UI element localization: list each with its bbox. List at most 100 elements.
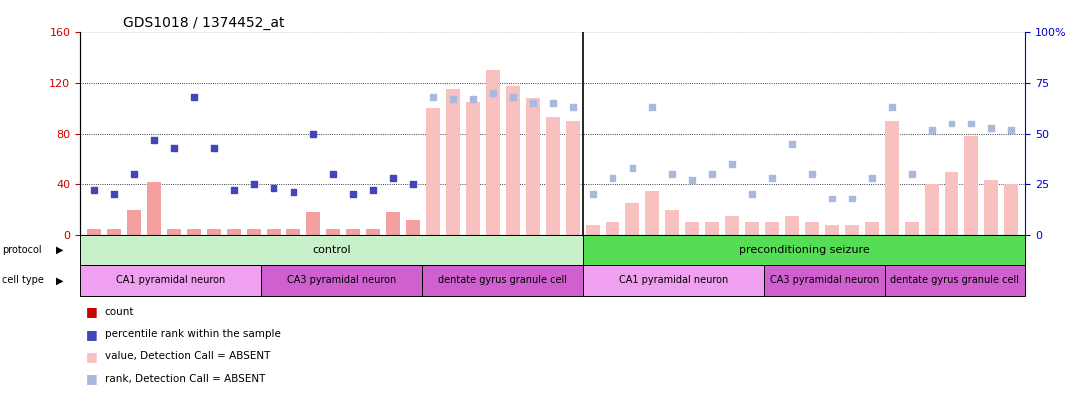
Point: [704, 171, 721, 177]
Point: [784, 141, 801, 147]
Text: GDS1018 / 1374452_at: GDS1018 / 1374452_at: [123, 16, 284, 30]
Bar: [884, 121, 898, 235]
Point: [524, 100, 541, 107]
Bar: [387, 212, 400, 235]
Point: [923, 126, 940, 133]
Text: preconditioning seizure: preconditioning seizure: [739, 245, 869, 255]
Bar: [88, 228, 101, 235]
Point: [285, 189, 302, 196]
Point: [943, 120, 960, 127]
Text: dentate gyrus granule cell: dentate gyrus granule cell: [891, 275, 1019, 286]
Text: protocol: protocol: [2, 245, 42, 255]
Point: [863, 175, 880, 181]
Point: [245, 181, 262, 188]
Text: CA3 pyramidal neuron: CA3 pyramidal neuron: [770, 275, 879, 286]
Point: [405, 181, 422, 188]
Point: [484, 90, 501, 96]
Bar: [346, 228, 360, 235]
Bar: [127, 210, 141, 235]
Point: [844, 195, 861, 202]
Bar: [865, 222, 879, 235]
Point: [265, 185, 282, 192]
Bar: [307, 212, 320, 235]
Point: [345, 191, 362, 198]
Point: [225, 187, 242, 194]
Point: [166, 145, 183, 151]
Bar: [964, 136, 978, 235]
Bar: [1004, 184, 1018, 235]
Point: [384, 175, 402, 181]
Point: [325, 171, 342, 177]
Text: CA1 pyramidal neuron: CA1 pyramidal neuron: [618, 275, 728, 286]
Bar: [785, 216, 799, 235]
Text: ■: ■: [85, 328, 97, 341]
Point: [106, 191, 123, 198]
Bar: [925, 184, 939, 235]
Bar: [486, 70, 500, 235]
Bar: [107, 228, 121, 235]
Point: [544, 100, 562, 107]
Point: [185, 94, 202, 100]
Bar: [247, 228, 261, 235]
Bar: [426, 108, 440, 235]
Point: [604, 175, 622, 181]
Point: [304, 130, 321, 137]
Bar: [725, 216, 739, 235]
Text: percentile rank within the sample: percentile rank within the sample: [105, 329, 281, 339]
Bar: [606, 222, 619, 235]
Bar: [546, 117, 560, 235]
Point: [145, 136, 162, 143]
Bar: [566, 121, 580, 235]
Point: [125, 171, 142, 177]
Text: CA3 pyramidal neuron: CA3 pyramidal neuron: [287, 275, 396, 286]
Point: [724, 161, 741, 167]
Bar: [845, 225, 859, 235]
Text: value, Detection Call = ABSENT: value, Detection Call = ABSENT: [105, 352, 270, 361]
Text: CA1 pyramidal neuron: CA1 pyramidal neuron: [116, 275, 225, 286]
Bar: [466, 102, 480, 235]
Bar: [286, 228, 300, 235]
Text: ▶: ▶: [56, 245, 63, 255]
Point: [983, 124, 1000, 131]
Point: [1003, 126, 1020, 133]
Bar: [147, 182, 161, 235]
Point: [504, 94, 521, 100]
Bar: [167, 228, 180, 235]
Bar: [665, 210, 679, 235]
Point: [424, 94, 441, 100]
Point: [684, 177, 701, 183]
Point: [205, 145, 222, 151]
Point: [823, 195, 841, 202]
Text: ■: ■: [85, 372, 97, 385]
Text: count: count: [105, 307, 135, 317]
Bar: [446, 90, 460, 235]
Bar: [645, 191, 659, 235]
Bar: [327, 228, 341, 235]
Bar: [406, 220, 420, 235]
Text: ▶: ▶: [56, 275, 63, 286]
Bar: [366, 228, 380, 235]
Bar: [187, 228, 201, 235]
Bar: [267, 228, 281, 235]
Bar: [585, 225, 599, 235]
Bar: [705, 222, 719, 235]
Point: [803, 171, 820, 177]
Point: [364, 187, 381, 194]
Point: [444, 96, 461, 102]
Point: [564, 104, 581, 111]
Point: [664, 171, 681, 177]
Point: [644, 104, 661, 111]
Bar: [525, 98, 539, 235]
Text: rank, Detection Call = ABSENT: rank, Detection Call = ABSENT: [105, 374, 265, 384]
Bar: [745, 222, 759, 235]
Point: [764, 175, 781, 181]
Point: [85, 187, 103, 194]
Bar: [506, 85, 520, 235]
Point: [584, 191, 601, 198]
Text: cell type: cell type: [2, 275, 44, 286]
Bar: [626, 203, 640, 235]
Bar: [905, 222, 918, 235]
Bar: [985, 181, 999, 235]
Bar: [805, 222, 819, 235]
Point: [883, 104, 900, 111]
